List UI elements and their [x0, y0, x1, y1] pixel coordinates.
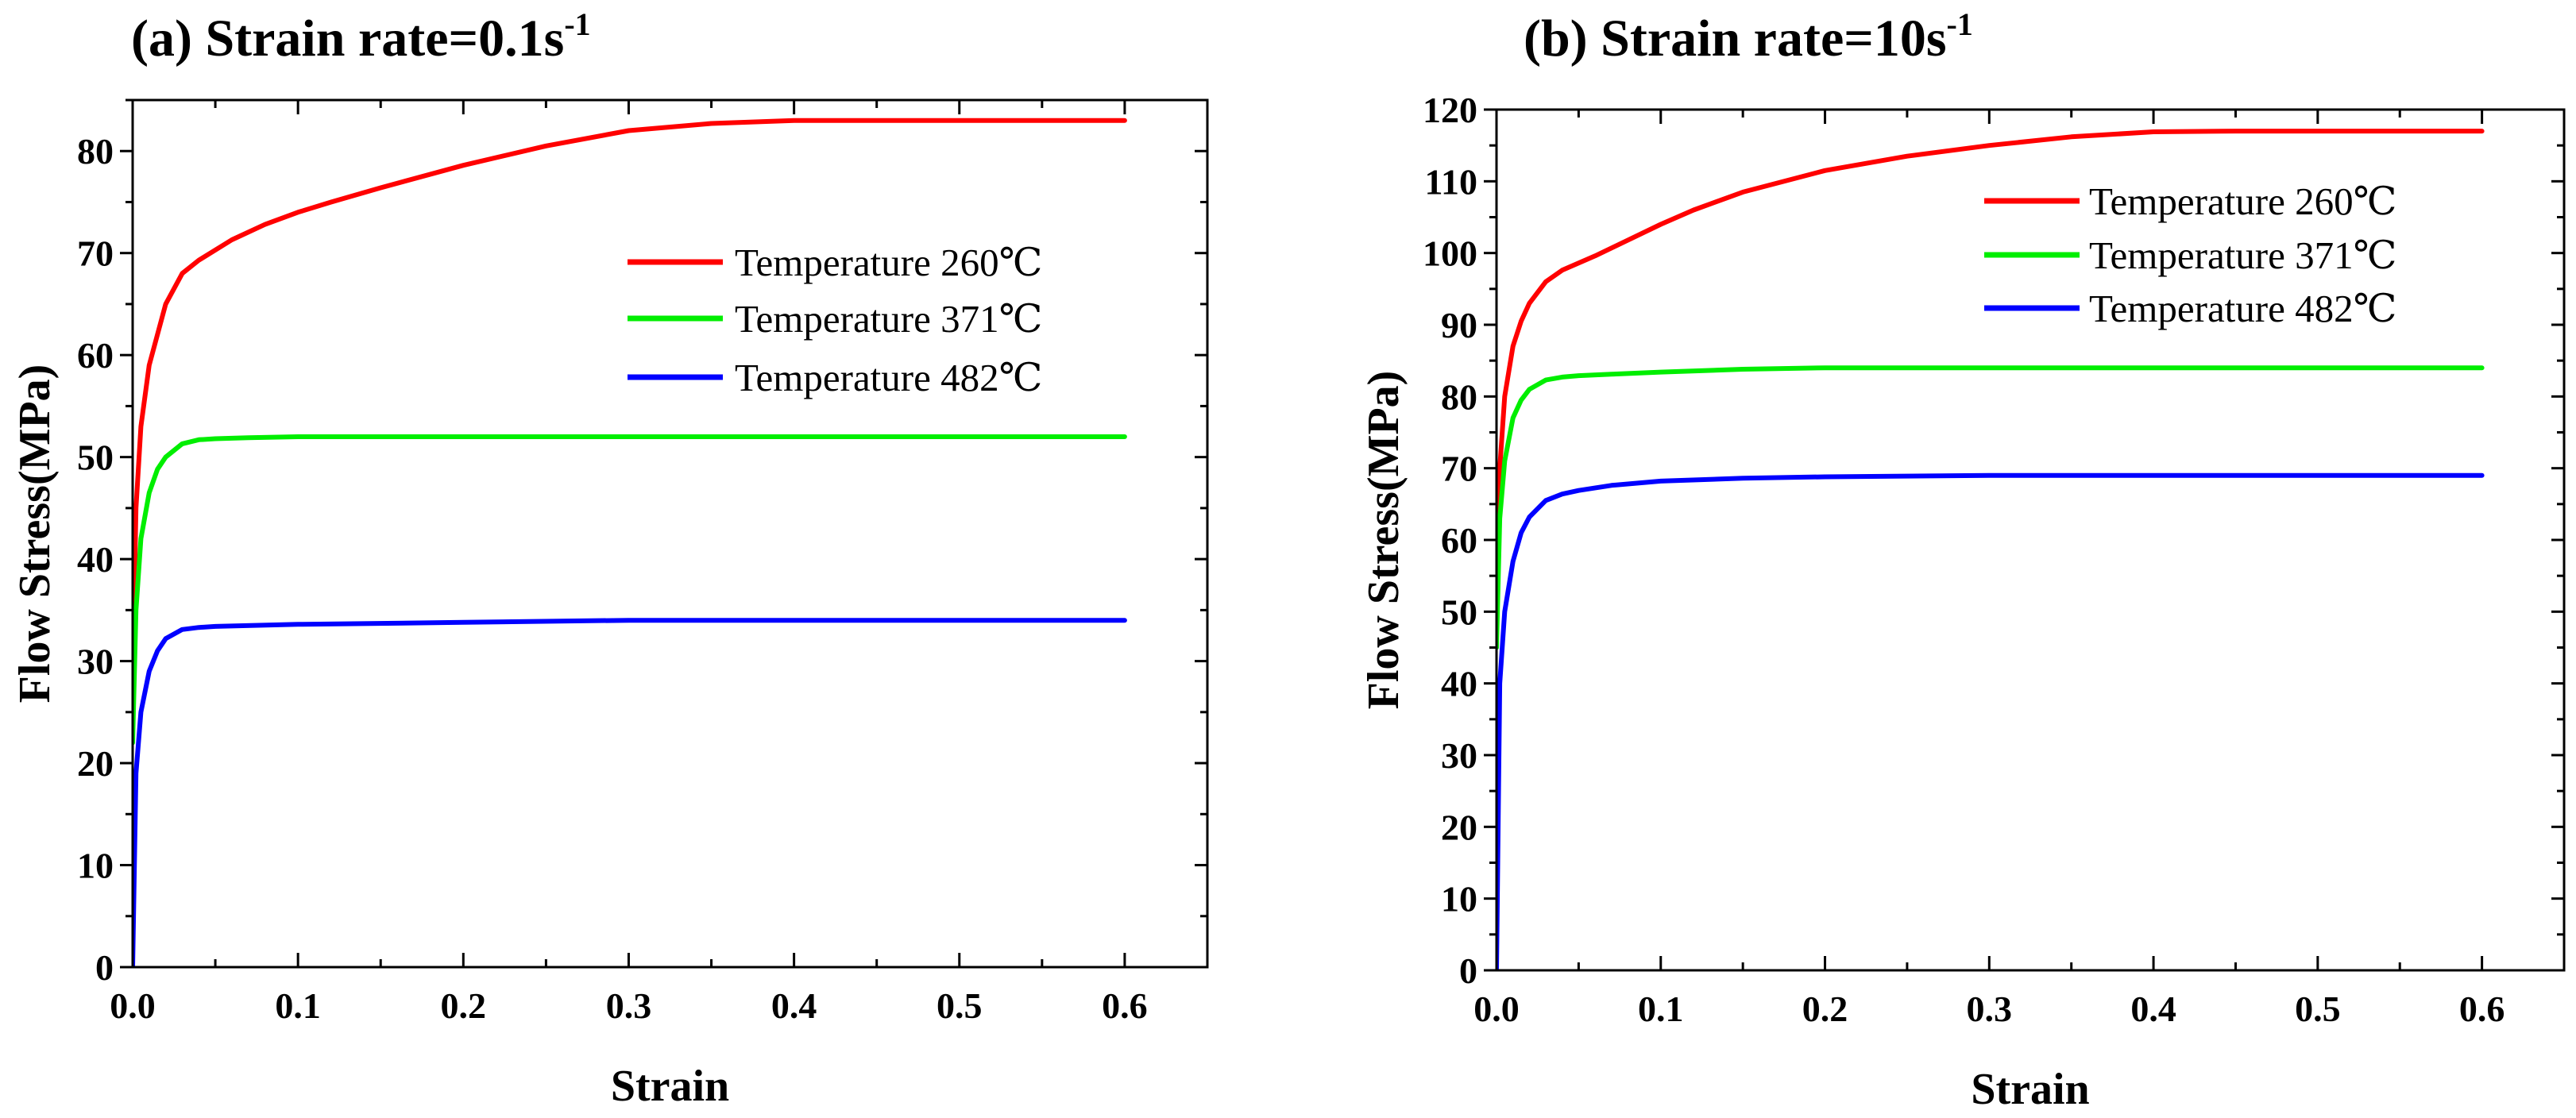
chart-a-ytick-label: 50 — [77, 438, 114, 478]
chart-b: (b) Strain rate=10s-1 0.0 0.1 0.2 0.3 0.4 0.5 0… — [1359, 6, 2566, 1114]
chart-b-plot-frame — [1495, 108, 2566, 972]
chart-b-title: (b) Strain rate=10s-1 — [1524, 6, 1973, 67]
chart-a-series-2-line — [133, 618, 1127, 967]
chart-b-xtick-label: 0.1 — [1638, 989, 1684, 1029]
chart-b-ytick-label: 20 — [1441, 807, 1477, 847]
chart-a-ytick-label: 70 — [77, 233, 114, 274]
chart-b-ytick-label: 30 — [1441, 735, 1477, 776]
chart-b-ytick-label: 0 — [1459, 950, 1477, 991]
chart-b-series-1-line — [1497, 365, 2485, 650]
chart-a-title-text: (a) Strain rate=0.1s — [131, 10, 564, 67]
chart-a-legend-label-2: Temperature 482℃ — [735, 356, 1042, 399]
chart-a-yaxis-label: Flow Stress(MPa) — [10, 364, 60, 704]
chart-a-xtick-label: 0.5 — [937, 985, 983, 1026]
chart-b-ytick-label: 110 — [1425, 161, 1477, 202]
chart-b-legend-label-1: Temperature 371℃ — [2089, 233, 2396, 277]
chart-b-title-text: (b) Strain rate=10s — [1524, 10, 1947, 67]
chart-b-xtick-label: 0.3 — [1967, 989, 2013, 1029]
chart-b-ytick-label: 50 — [1441, 592, 1477, 632]
chart-a-xtick-label: 0.6 — [1102, 985, 1148, 1026]
chart-b-xtick-label: 0.4 — [2130, 989, 2176, 1029]
chart-b-ytick-label: 90 — [1441, 305, 1477, 345]
chart-b-series-2-line — [1497, 472, 2485, 970]
chart-a-series-1-line — [133, 434, 1127, 746]
chart-a-xtick-label: 0.0 — [110, 985, 156, 1026]
chart-b-xtick-label: 0.5 — [2295, 989, 2341, 1029]
chart-a-ytick-label: 60 — [77, 335, 114, 376]
chart-b-ytick-label: 80 — [1441, 376, 1477, 417]
chart-b-ytick-label: 120 — [1423, 90, 1477, 130]
chart-b-ytick-label: 70 — [1441, 449, 1477, 489]
chart-a-xtick-label: 0.4 — [771, 985, 817, 1026]
chart-a: (a) Strain rate=0.1s-1 0.0 0.1 0.2 0.3 0.4 0.5… — [10, 6, 1209, 1111]
chart-b-ytick-label: 60 — [1441, 520, 1477, 561]
chart-b-series-0-line — [1497, 129, 2485, 615]
chart-b-xtick-label: 0.0 — [1473, 989, 1520, 1029]
chart-a-legend-label-0: Temperature 260℃ — [735, 241, 1042, 284]
chart-a-title: (a) Strain rate=0.1s-1 — [131, 6, 591, 67]
chart-a-series-0-line — [133, 118, 1127, 684]
chart-a-ytick-label: 0 — [95, 947, 114, 988]
chart-a-xtick-label: 0.2 — [441, 985, 487, 1026]
chart-b-legend-label-0: Temperature 260℃ — [2089, 179, 2396, 223]
chart-b-legend-label-2: Temperature 482℃ — [2089, 287, 2396, 330]
chart-a-xtick-label: 0.3 — [606, 985, 652, 1026]
chart-a-ytick-label: 10 — [77, 846, 114, 886]
chart-b-ytick-label: 10 — [1441, 879, 1477, 919]
chart-b-ytick-label: 100 — [1423, 233, 1477, 274]
chart-b-title-superscript: -1 — [1947, 6, 1973, 42]
chart-a-ytick-label: 80 — [77, 131, 114, 172]
chart-a-xtick-label: 0.1 — [275, 985, 321, 1026]
chart-b-ytick-label: 40 — [1441, 664, 1477, 704]
chart-a-plot-frame — [131, 98, 1209, 969]
chart-b-legend: Temperature 260℃ Temperature 371℃ Temperat… — [1984, 179, 2396, 330]
chart-a-legend: Temperature 260℃ Temperature 371℃ Temperat… — [628, 241, 1042, 399]
chart-b-yaxis-label: Flow Stress(MPa) — [1359, 371, 1408, 710]
chart-a-ytick-label: 40 — [77, 539, 114, 580]
chart-a-ytick-label: 30 — [77, 642, 114, 682]
chart-b-xtick-label: 0.6 — [2459, 989, 2505, 1029]
chart-a-ytick-label: 20 — [77, 743, 114, 784]
chart-a-legend-label-1: Temperature 371℃ — [735, 297, 1042, 341]
chart-b-xtick-label: 0.2 — [1802, 989, 1848, 1029]
chart-a-xaxis-label: Strain — [611, 1062, 729, 1111]
chart-b-xaxis-label: Strain — [1971, 1065, 2089, 1114]
chart-a-title-superscript: -1 — [564, 6, 590, 42]
